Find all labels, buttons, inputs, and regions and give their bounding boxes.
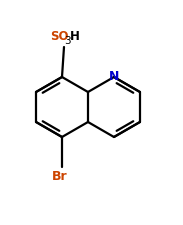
Text: SO: SO [50,30,68,43]
Text: N: N [109,70,119,83]
Text: 3: 3 [64,36,71,46]
Text: H: H [70,30,80,43]
Text: Br: Br [52,170,68,183]
